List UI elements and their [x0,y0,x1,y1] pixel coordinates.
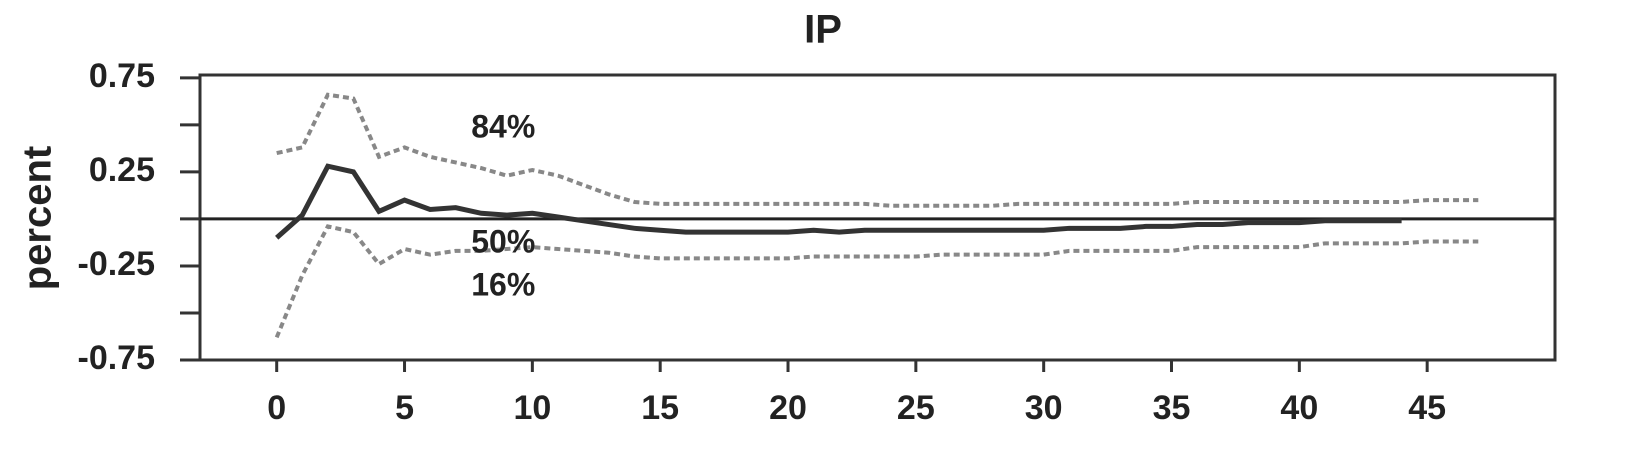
y-tick-label: -0.75 [78,339,156,377]
x-tick-label: 5 [395,389,414,427]
y-axis-label: percent [16,146,60,291]
y-tick-label: 0.25 [89,151,155,189]
chart-title: IP [804,8,842,52]
x-tick-label: 30 [1025,389,1063,427]
series-label: 50% [471,223,535,259]
x-tick-label: 0 [267,389,286,427]
x-tick-label: 40 [1280,389,1318,427]
x-tick-label: 25 [897,389,935,427]
series-line [275,163,1402,240]
series-line [276,92,1479,208]
series-label: 16% [471,266,535,302]
x-tick-label: 20 [769,389,807,427]
x-tick-label: 15 [641,389,679,427]
x-tick-label: 35 [1153,389,1191,427]
y-tick-label: -0.25 [78,245,156,283]
x-tick-label: 45 [1408,389,1446,427]
y-tick-label: 0.75 [89,57,155,95]
series-label: 84% [471,108,535,144]
series-line [274,224,1479,339]
x-tick-label: 10 [513,389,551,427]
